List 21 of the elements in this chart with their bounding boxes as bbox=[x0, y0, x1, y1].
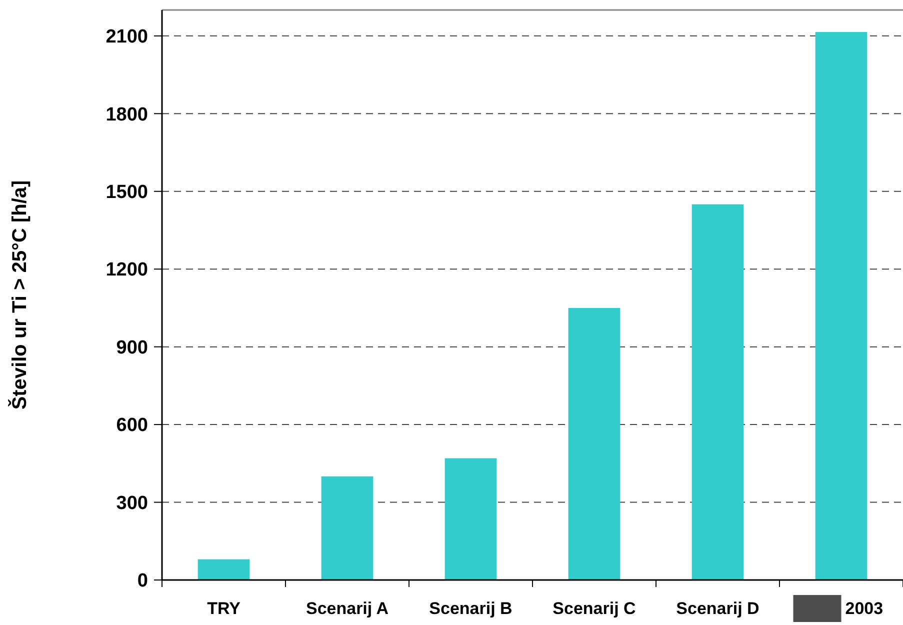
x-tick-label: 2003 bbox=[845, 599, 884, 618]
x-tick-label: Scenarij C bbox=[552, 599, 636, 618]
bar bbox=[815, 32, 868, 580]
x-tick-label: Scenarij D bbox=[676, 599, 760, 618]
bar bbox=[568, 308, 620, 580]
y-tick-label: 1800 bbox=[106, 104, 148, 126]
bar bbox=[692, 204, 744, 580]
y-tick-label: 1500 bbox=[106, 182, 148, 204]
x-tick-label: Scenarij B bbox=[429, 599, 512, 618]
y-axis-title: Število ur Ti > 25°C [h/a] bbox=[8, 180, 31, 410]
x-tick-label: TRY bbox=[207, 599, 242, 618]
y-tick-label: 0 bbox=[137, 570, 148, 592]
y-tick-label: 2100 bbox=[106, 26, 148, 48]
x-tick-label: Scenarij A bbox=[306, 599, 389, 618]
y-tick-label: 900 bbox=[116, 337, 148, 358]
y-tick-label: 600 bbox=[116, 415, 148, 436]
bar bbox=[198, 559, 250, 580]
y-tick-label: 1200 bbox=[106, 260, 148, 281]
bar bbox=[321, 476, 374, 580]
bar bbox=[444, 458, 497, 580]
y-tick-label: 300 bbox=[116, 492, 148, 514]
